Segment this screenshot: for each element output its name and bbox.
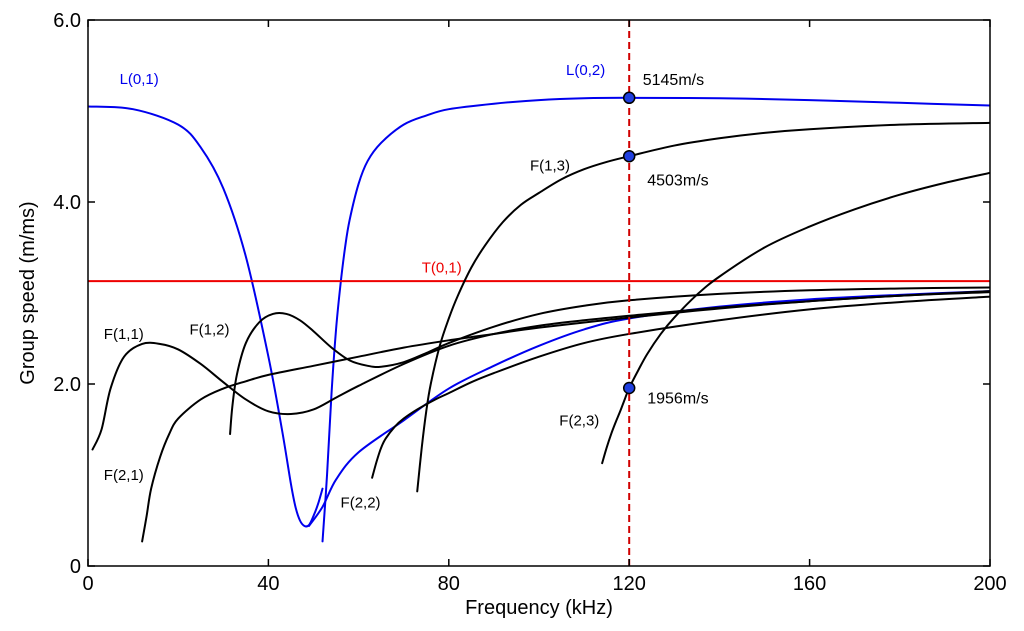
series-f-1-1-line: [91, 291, 990, 451]
curve-label-f-2-1: F(2,1): [104, 467, 144, 484]
series-l-0-1-line: [88, 105, 324, 528]
series-f-2-1-line: [141, 290, 990, 543]
x-axis-label: Frequency (kHz): [465, 597, 613, 619]
x-tick-label-200: 200: [973, 573, 1006, 595]
markers-layer: 5145m/s 4503m/s 1956m/s: [622, 72, 709, 408]
curve-label-l-0-1: L(0,1): [120, 71, 159, 88]
marker-label-1: 5145m/s: [643, 72, 704, 89]
curve-label-f-2-3: F(2,3): [559, 412, 599, 429]
marker-point-3: [622, 381, 636, 395]
curve-label-f-1-1: F(1,1): [104, 326, 144, 343]
curve-label-f-1-2: F(1,2): [189, 321, 229, 338]
curve-label-l-0-2: L(0,2): [566, 62, 605, 79]
marker-label-3: 1956m/s: [647, 391, 708, 408]
series-l-0-1-tail-line: [307, 290, 990, 527]
ticks-layer: 0 40 80 120 160 200 0 2.0 4.0 6.0: [53, 10, 1007, 595]
curve-label-f-2-2: F(2,2): [341, 494, 381, 511]
series-l-0-2-line: [321, 96, 990, 543]
y-tick-label-1: 2.0: [53, 374, 81, 396]
x-tick-label-40: 40: [257, 573, 279, 595]
curves-layer: [88, 96, 990, 543]
plot-frame: [87, 19, 991, 567]
y-axis-label: Group speed (m/ms): [17, 201, 39, 384]
y-tick-label-3: 6.0: [53, 10, 81, 32]
marker-label-2: 4503m/s: [647, 172, 708, 189]
marker-point-1: [622, 91, 636, 105]
y-tick-label-0: 0: [70, 556, 81, 578]
series-f-1-2-line: [229, 286, 990, 436]
series-f-2-3-line: [601, 171, 990, 465]
marker-point-2: [622, 149, 636, 163]
y-tick-label-2: 4.0: [53, 192, 81, 214]
x-tick-label-80: 80: [438, 573, 460, 595]
x-tick-label-120: 120: [613, 573, 646, 595]
curve-label-f-1-3: F(1,3): [530, 158, 570, 175]
x-tick-label-160: 160: [793, 573, 826, 595]
x-tick-label-0: 0: [82, 573, 93, 595]
labels-layer: L(0,1) L(0,2) T(0,1) F(1,3) F(1,1) F(1,2) F(2,…: [104, 62, 605, 511]
curve-label-t-0-1: T(0,1): [422, 260, 462, 277]
series-f-1-3-line: [416, 121, 990, 493]
series-f-2-2-line: [371, 295, 990, 479]
